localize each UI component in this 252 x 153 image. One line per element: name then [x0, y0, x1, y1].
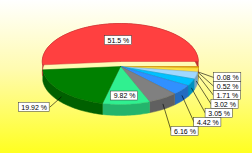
svg-text:0.52 %: 0.52 % — [217, 83, 239, 90]
svg-text:3.05 %: 3.05 % — [208, 110, 230, 117]
svg-text:6.16 %: 6.16 % — [174, 128, 196, 135]
svg-text:19.92 %: 19.92 % — [21, 104, 47, 111]
svg-text:51.5 %: 51.5 % — [107, 37, 129, 44]
svg-text:3.02 %: 3.02 % — [214, 101, 236, 108]
svg-text:0.08 %: 0.08 % — [217, 74, 239, 81]
svg-text:4.42 %: 4.42 % — [197, 119, 219, 126]
svg-text:9.82 %: 9.82 % — [114, 92, 136, 99]
svg-text:1.71 %: 1.71 % — [216, 92, 238, 99]
